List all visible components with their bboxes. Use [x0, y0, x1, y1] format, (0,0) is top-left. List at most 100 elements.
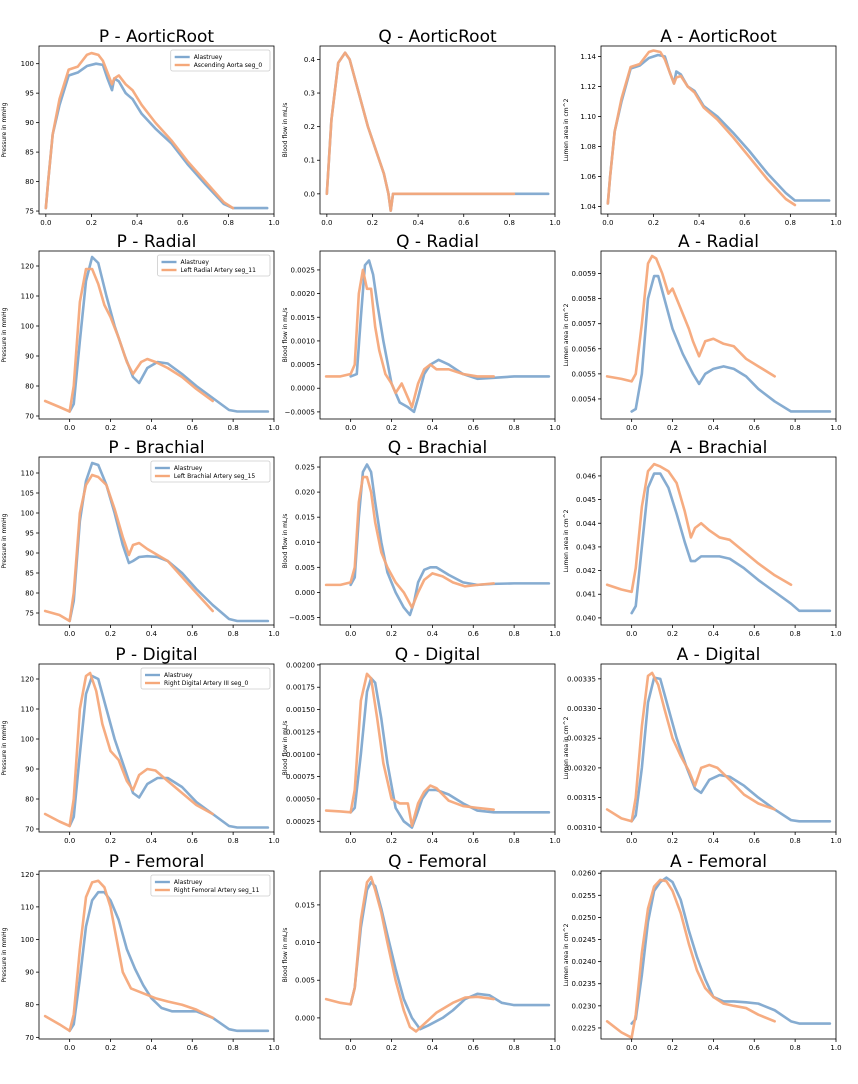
series-line-ascending-aorta-seg-0	[606, 49, 797, 207]
y-tick-label: 1.14	[580, 53, 596, 61]
y-tick-label: 80	[25, 178, 34, 186]
axes-frame	[319, 870, 556, 1040]
axes-frame	[600, 250, 837, 420]
y-tick-label: 0.015	[295, 514, 315, 522]
panel-p-radial: P - Radial 0.0 0.2 0.4 0.6 0.8 1.0 70 80 90 100 110…	[1, 232, 280, 432]
panel-p-aorticroot: P - AorticRoot 0.0 0.2 0.4 0.6 0.8 1.0 75 80 85 90…	[1, 27, 280, 227]
x-tick-label: 0.8	[228, 1044, 239, 1052]
x-tick-label: 1.0	[268, 837, 279, 845]
x-tick-label: 0.2	[667, 837, 678, 845]
y-tick-label: 100	[21, 323, 34, 331]
series-line-left-radial-artery-seg-11	[43, 267, 214, 413]
y-tick-label: 0.000	[295, 589, 315, 597]
series-line-alastruey	[349, 881, 551, 1031]
series-line-left-radial-artery-seg-11	[605, 254, 776, 383]
y-tick-label: 0.0056	[572, 345, 597, 353]
panel-q-radial: Q - Radial 0.0 0.2 0.4 0.6 0.8 1.0 −0.0005 0.000…	[282, 232, 561, 432]
x-tick-label: 0.2	[386, 424, 397, 432]
panel-q-aorticroot: Q - AorticRoot 0.0 0.2 0.4 0.6 0.8 1.0 0.0 0.1 0.…	[282, 27, 561, 227]
series-line-alastruey	[630, 274, 832, 413]
y-tick-label: 0.00100	[286, 751, 315, 759]
y-tick-label: 90	[25, 766, 34, 774]
x-tick-label: 1.0	[268, 219, 279, 227]
y-tick-label: 0.2	[304, 123, 315, 131]
x-tick-label: 0.8	[785, 219, 796, 227]
y-tick-label: 0.00125	[286, 728, 315, 736]
y-tick-label: 1.04	[580, 203, 596, 211]
y-axis-label: Blood flow in mL/s	[282, 103, 289, 158]
y-axis-label: Blood flow in mL/s	[282, 928, 289, 983]
y-tick-label: 0.020	[295, 489, 315, 497]
x-tick-label: 0.4	[708, 837, 720, 845]
panel-title: P - Femoral	[109, 852, 205, 872]
y-tick-label: 0.015	[295, 901, 315, 909]
y-tick-label: 80	[25, 1001, 34, 1009]
panel-title: P - Radial	[117, 232, 197, 252]
panel-a-radial: A - Radial 0.0 0.2 0.4 0.6 0.8 1.0 0.0054 0.0055…	[563, 232, 842, 432]
x-tick-label: 0.6	[468, 630, 480, 638]
x-tick-label: 0.4	[146, 424, 158, 432]
y-tick-label: 0.0055	[572, 370, 597, 378]
x-tick-label: 0.4	[132, 219, 144, 227]
series-line-alastruey	[630, 472, 832, 615]
x-tick-label: 0.4	[708, 1044, 720, 1052]
x-tick-label: 0.0	[626, 1044, 637, 1052]
x-tick-label: 0.0	[345, 1044, 356, 1052]
y-tick-label: 90	[25, 550, 34, 558]
axes-frame	[319, 45, 556, 215]
y-tick-label: 70	[25, 1034, 34, 1042]
y-tick-label: 0.4	[304, 56, 316, 64]
legend-box	[170, 49, 271, 72]
y-tick-label: 0.010	[295, 939, 315, 947]
x-tick-label: 0.0	[64, 1044, 75, 1052]
y-tick-label: 0.0240	[572, 958, 597, 966]
panel-title: Q - Brachial	[388, 438, 487, 458]
y-tick-label: 120	[21, 263, 34, 271]
y-tick-label: 0.041	[576, 591, 596, 599]
y-tick-label: 0.0057	[572, 320, 597, 328]
panel-title: P - Digital	[115, 645, 197, 665]
y-tick-label: 0.0245	[572, 936, 597, 944]
x-tick-label: 0.8	[228, 630, 239, 638]
x-tick-label: 0.2	[386, 630, 397, 638]
legend-entry: Alastruey	[174, 465, 203, 472]
x-tick-label: 0.0	[64, 837, 75, 845]
x-tick-label: 0.2	[667, 424, 678, 432]
panel-title: P - Brachial	[108, 438, 204, 458]
x-tick-label: 0.2	[648, 219, 659, 227]
series-line-alastruey	[349, 677, 551, 829]
y-tick-label: 0.00050	[286, 795, 315, 803]
legend-entry: Alastruey	[164, 672, 193, 679]
series-line-left-brachial-artery-seg-15	[324, 475, 495, 609]
y-tick-label: 0.00200	[286, 661, 315, 669]
panel-title: A - Femoral	[670, 852, 767, 872]
series-line-ascending-aorta-seg-0	[44, 51, 235, 210]
y-tick-label: 0.000	[295, 1014, 315, 1022]
series-line-right-femoral-artery-seg-11	[324, 875, 495, 1033]
y-tick-label: 70	[25, 413, 34, 421]
x-tick-label: 0.8	[790, 424, 801, 432]
x-tick-label: 0.8	[228, 837, 239, 845]
y-axis-label: Lumen area in cm^2	[563, 923, 570, 986]
y-tick-label: 0.025	[295, 464, 315, 472]
y-tick-label: 0.010	[295, 539, 315, 547]
legend-entry: Alastruey	[181, 259, 210, 266]
legend-entry: Left Brachial Artery seg_15	[174, 473, 255, 480]
y-tick-label: 80	[25, 590, 34, 598]
series-line-ascending-aorta-seg-0	[325, 51, 516, 212]
y-tick-label: 100	[21, 60, 34, 68]
series-line-right-femoral-artery-seg-11	[43, 879, 214, 1033]
x-tick-label: 0.0	[626, 837, 637, 845]
panel-p-digital: P - Digital 0.0 0.2 0.4 0.6 0.8 1.0 70 80 90 100 11…	[1, 645, 280, 845]
legend-box	[150, 874, 271, 897]
axes-frame	[38, 45, 275, 215]
x-tick-label: 0.4	[708, 630, 720, 638]
y-tick-label: 110	[21, 293, 34, 301]
panel-title: Q - Radial	[396, 232, 479, 252]
y-tick-label: 0.00320	[567, 764, 596, 772]
panel-title: P - AorticRoot	[99, 27, 214, 47]
y-tick-label: 90	[25, 969, 34, 977]
